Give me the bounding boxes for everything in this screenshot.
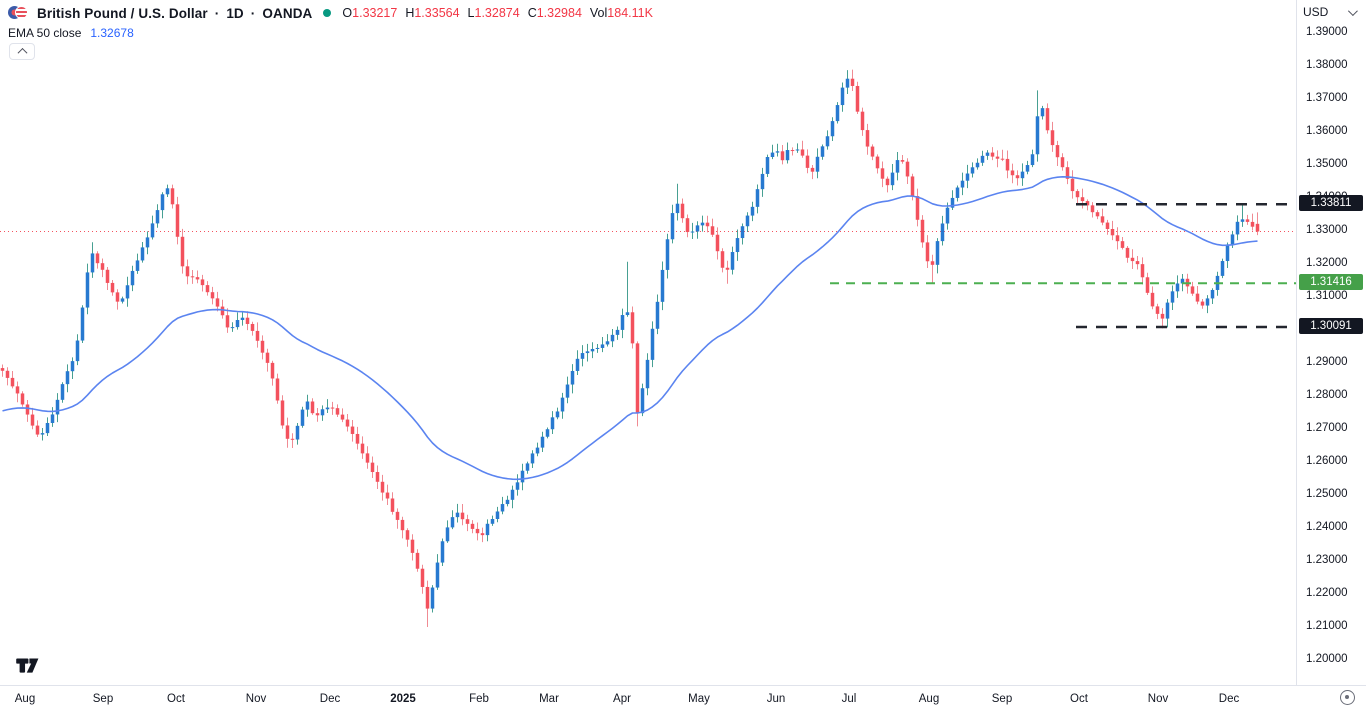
exchange-label[interactable]: OANDA xyxy=(262,5,313,21)
price-tick-label: 1.31000 xyxy=(1306,290,1348,302)
title-separator: · xyxy=(250,5,256,21)
price-tick-label: 1.32000 xyxy=(1306,257,1348,269)
symbol-title[interactable]: British Pound / U.S. Dollar xyxy=(37,5,208,21)
indicator-name: EMA 50 close xyxy=(8,26,82,40)
time-tick-label: Dec xyxy=(1218,693,1240,705)
time-tick-label: May xyxy=(688,693,710,705)
price-tick-label: 1.25000 xyxy=(1306,488,1348,500)
price-tick-label: 1.22000 xyxy=(1306,587,1348,599)
high-label: H xyxy=(405,6,415,20)
time-tick-label: Nov xyxy=(1147,693,1169,705)
currency-unit-button[interactable]: USD xyxy=(1303,5,1358,19)
open-value: 1.33217 xyxy=(352,6,398,20)
price-tick-label: 1.20000 xyxy=(1306,653,1348,665)
indicator-value: 1.32678 xyxy=(90,26,134,40)
time-tick-label: Feb xyxy=(469,693,489,705)
time-tick-label: Sep xyxy=(991,693,1013,705)
gear-icon[interactable] xyxy=(1340,690,1355,705)
chevron-up-icon xyxy=(17,47,27,58)
price-tick-label: 1.24000 xyxy=(1306,521,1348,533)
price-axis[interactable]: USD 1.39000 1.38000 1.37000 1.36000 1.35000 1… xyxy=(1296,0,1366,685)
time-tick-label: Oct xyxy=(167,693,185,705)
close-value: 1.32984 xyxy=(536,6,582,20)
indicator-legend[interactable]: EMA 50 close 1.32678 xyxy=(8,26,134,40)
price-tick-label: 1.21000 xyxy=(1306,620,1348,632)
price-level-badge: 1.30091 xyxy=(1299,317,1363,334)
market-open-dot-icon xyxy=(323,9,332,17)
price-tick-label: 1.39000 xyxy=(1306,26,1348,38)
price-tick-label: 1.35000 xyxy=(1306,158,1348,170)
time-tick-label: 2025 xyxy=(390,693,416,705)
title-separator: · xyxy=(214,5,220,21)
time-tick-label: Dec xyxy=(319,693,341,705)
time-tick-label: Aug xyxy=(918,693,940,705)
price-level-badge: 1.31416 xyxy=(1299,274,1363,291)
price-tick-label: 1.29000 xyxy=(1306,356,1348,368)
open-label: O xyxy=(342,6,353,20)
symbol-legend[interactable]: British Pound / U.S. Dollar · 1D · OANDA… xyxy=(8,5,653,21)
price-tick-label: 1.28000 xyxy=(1306,389,1348,401)
time-tick-label: Jun xyxy=(766,693,786,705)
chevron-down-icon xyxy=(1347,5,1358,16)
low-value: 1.32874 xyxy=(474,6,520,20)
price-tick-label: 1.36000 xyxy=(1306,125,1348,137)
currency-unit-label: USD xyxy=(1303,5,1329,19)
price-tick-label: 1.26000 xyxy=(1306,455,1348,467)
price-tick-label: 1.38000 xyxy=(1306,59,1348,71)
price-tick-label: 1.27000 xyxy=(1306,422,1348,434)
price-tick-label: 1.37000 xyxy=(1306,92,1348,104)
time-axis[interactable]: Aug Sep Oct Nov Dec 2025 Feb Mar Apr May Jun Jul Aug… xyxy=(0,685,1366,712)
low-label: L xyxy=(467,6,475,20)
price-level-badge: 1.33811 xyxy=(1299,195,1363,212)
volume-value: 184.11K xyxy=(607,6,653,20)
tradingview-logo[interactable] xyxy=(16,658,39,679)
time-tick-label: Apr xyxy=(613,693,631,705)
time-tick-label: Jul xyxy=(841,693,857,705)
price-tick-label: 1.33000 xyxy=(1306,224,1348,236)
collapse-legend-button[interactable] xyxy=(9,43,35,60)
time-tick-label: Mar xyxy=(539,693,559,705)
currency-pair-flag-icon xyxy=(8,5,30,21)
time-tick-label: Nov xyxy=(245,693,267,705)
time-tick-label: Oct xyxy=(1070,693,1088,705)
time-tick-label: Aug xyxy=(14,693,36,705)
interval-label[interactable]: 1D xyxy=(226,5,244,21)
price-tick-label: 1.23000 xyxy=(1306,554,1348,566)
high-value: 1.33564 xyxy=(414,6,460,20)
ohlc-readout: O1.33217 H1.33564 L1.32874 C1.32984 Vol1… xyxy=(342,6,653,20)
close-label: C xyxy=(527,6,537,20)
chart-canvas[interactable] xyxy=(0,0,1296,685)
volume-label: Vol xyxy=(589,6,608,20)
time-tick-label: Sep xyxy=(92,693,114,705)
